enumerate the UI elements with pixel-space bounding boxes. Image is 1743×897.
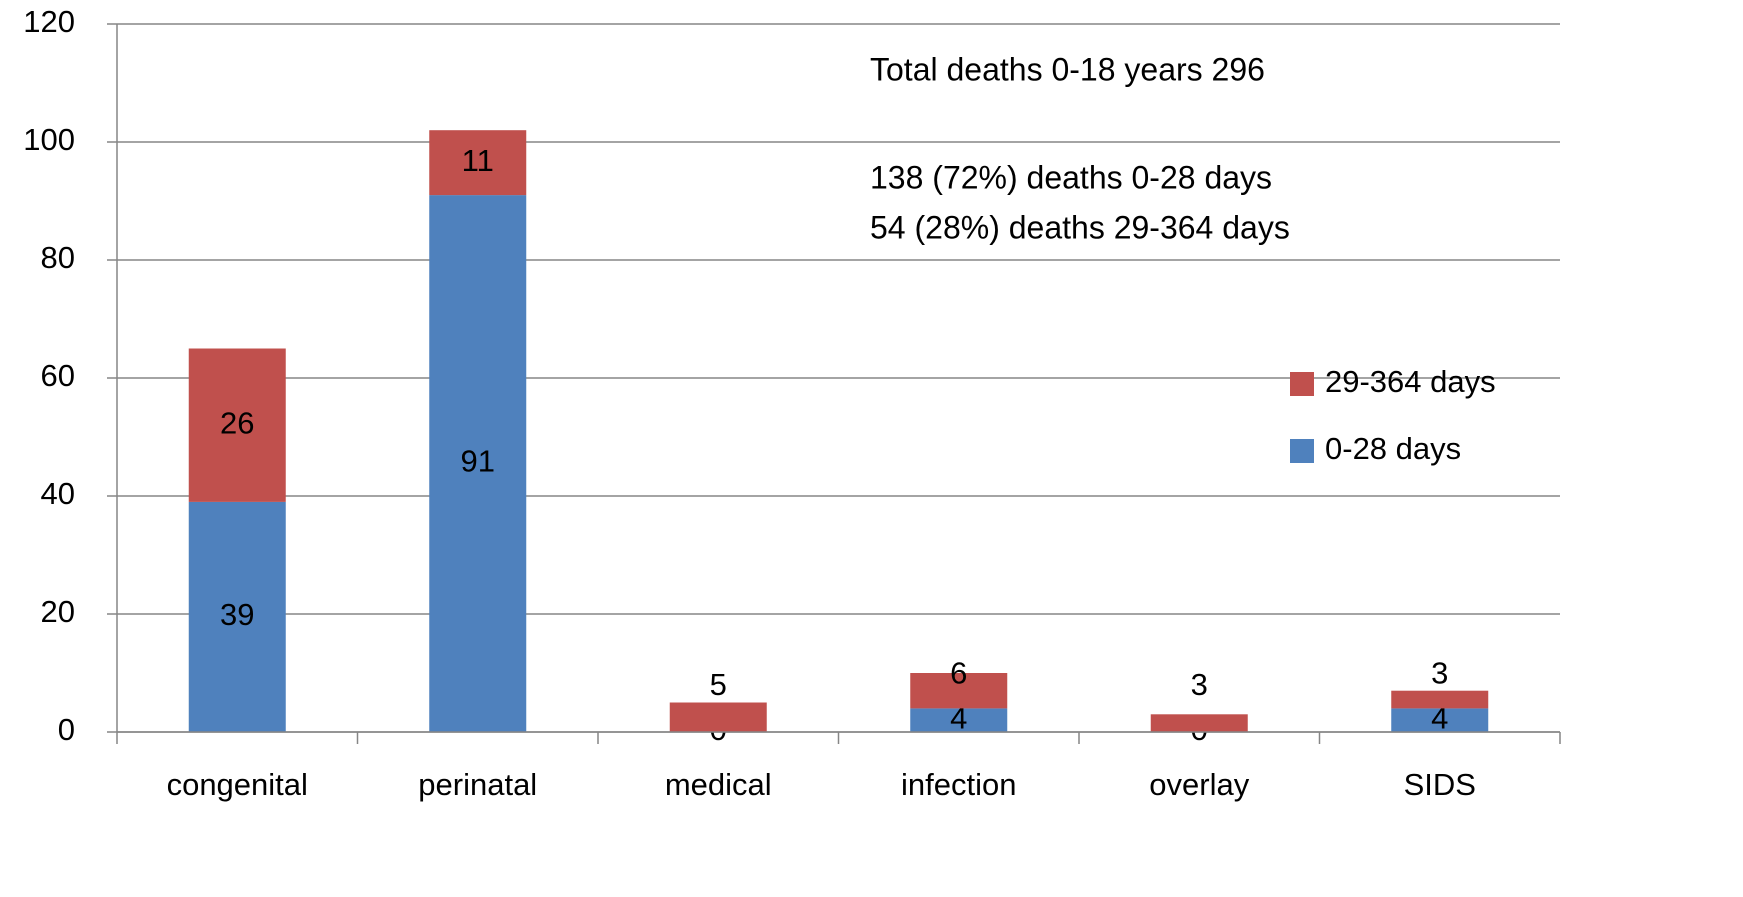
bar-segment [429,195,527,733]
legend-swatch [1290,372,1314,396]
data-label: 5 [710,667,727,702]
bar-segment [1391,708,1489,732]
y-tick-label: 20 [41,594,75,629]
y-tick-label: 120 [23,4,75,39]
x-tick-label: SIDS [1404,767,1476,802]
annotation: Total deaths 0-18 years 296 [870,51,1265,87]
y-tick-label: 0 [58,712,75,747]
bar-segment [910,708,1008,732]
bar-segment [910,673,1008,709]
data-label: 3 [1191,667,1208,702]
annotation: 54 (28%) deaths 29-364 days [870,209,1290,245]
bar-segment [188,501,286,732]
bar-segment [1150,714,1248,732]
data-label: 4 [950,700,967,735]
data-label: 11 [462,143,494,178]
data-label: 3 [1431,655,1448,690]
y-tick-label: 80 [41,240,75,275]
y-tick-label: 40 [41,476,75,511]
annotation: 138 (72%) deaths 0-28 days [870,159,1272,195]
bar-segment [429,130,527,196]
bar-segment [188,348,286,502]
x-tick-label: congenital [167,767,308,802]
y-tick-label: 60 [41,358,75,393]
data-label: 39 [220,597,254,632]
x-tick-label: infection [901,767,1016,802]
data-label: 6 [950,655,967,690]
bar-segment [1391,690,1489,709]
x-tick-label: medical [665,767,772,802]
data-label: 26 [220,405,254,440]
x-tick-label: perinatal [418,767,537,802]
legend-label: 0-28 days [1325,431,1461,466]
legend-label: 29-364 days [1325,364,1496,399]
y-tick-label: 100 [23,122,75,157]
bar-segment [669,702,767,732]
legend-swatch [1290,439,1314,463]
data-label: 4 [1431,700,1448,735]
data-label: 91 [461,444,495,479]
x-tick-label: overlay [1149,767,1249,802]
